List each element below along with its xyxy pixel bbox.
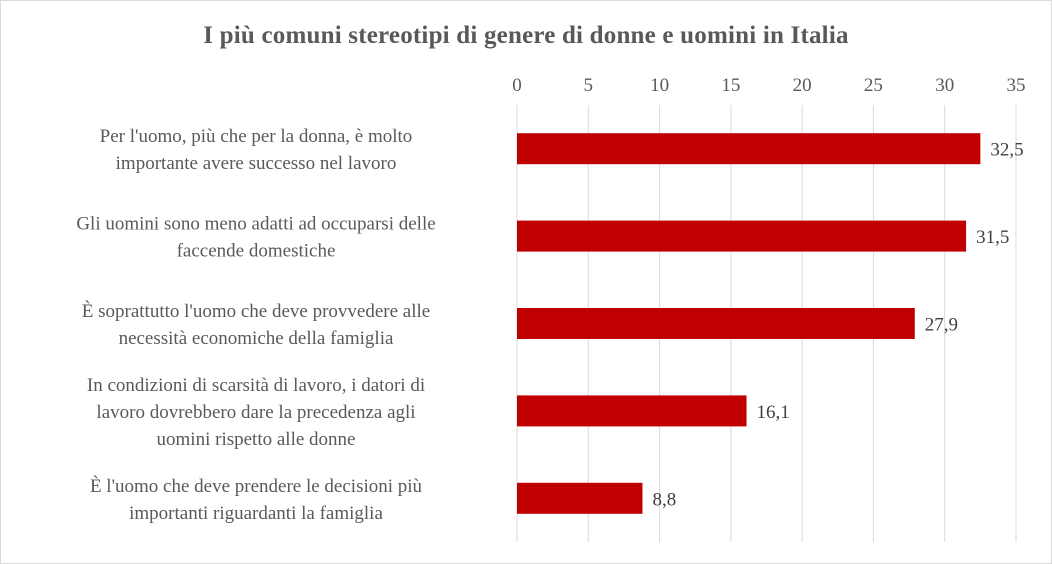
chart-title: I più comuni stereotipi di genere di don… (203, 22, 849, 49)
data-label: 32,5 (990, 140, 1023, 161)
x-tick-label: 15 (721, 75, 740, 96)
data-label: 16,1 (757, 402, 790, 423)
bar (517, 308, 915, 339)
bars (517, 133, 981, 514)
x-tick-label: 5 (584, 75, 594, 96)
x-tick-label: 20 (793, 75, 812, 96)
category-label: Gli uomini sono meno adatti ad occuparsi… (76, 214, 435, 262)
category-label: È soprattutto l'uomo che deve provvedere… (82, 300, 430, 349)
data-labels: 32,5 31,5 27,9 16,1 8,8 (652, 140, 1023, 511)
x-tick-label: 0 (512, 75, 522, 96)
bar (517, 482, 643, 514)
category-label: Per l'uomo, più che per la donna, è molt… (100, 126, 413, 174)
x-tick-label: 30 (935, 75, 954, 96)
x-tick-label: 10 (650, 75, 669, 96)
category-labels: Per l'uomo, più che per la donna, è molt… (76, 126, 435, 524)
bar (517, 220, 967, 252)
category-label: In condizioni di scarsità di lavoro, i d… (87, 375, 425, 450)
bar (517, 395, 747, 427)
data-label: 27,9 (925, 315, 958, 336)
data-label: 8,8 (652, 489, 676, 510)
x-axis-ticks: 0 5 10 15 20 25 30 35 (512, 75, 1025, 96)
category-label: È l'uomo che deve prendere le decisioni … (90, 475, 423, 524)
data-label: 31,5 (976, 227, 1009, 248)
bar (517, 133, 981, 165)
x-tick-label: 25 (864, 75, 883, 96)
x-tick-label: 35 (1007, 75, 1026, 96)
